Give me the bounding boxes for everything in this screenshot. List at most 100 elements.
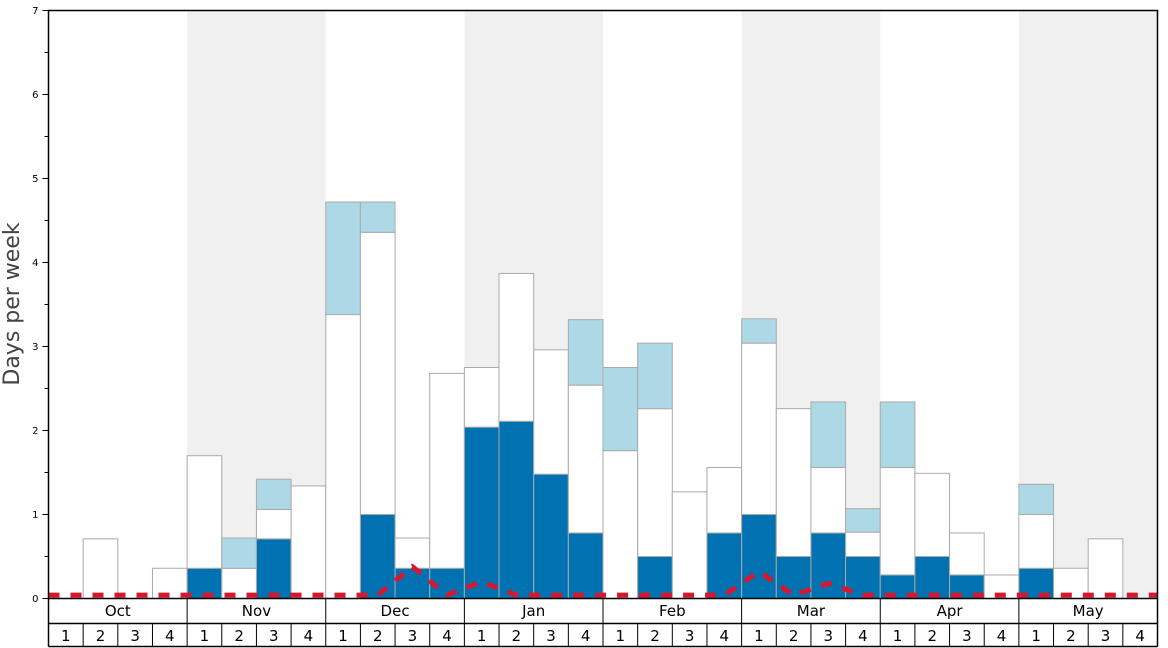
week-label: 2	[234, 627, 244, 645]
y-tick-label: 0	[32, 594, 38, 605]
y-tick-label: 1	[32, 510, 38, 521]
month-label-jan: Jan	[521, 602, 545, 620]
bar-light-29	[1018, 483, 1055, 516]
bar-light-18	[637, 342, 673, 410]
bar-white-23	[810, 466, 847, 534]
week-label: 4	[1135, 627, 1145, 645]
week-label: 2	[373, 627, 383, 645]
bar-white-5	[186, 455, 223, 569]
week-label: 3	[546, 627, 556, 645]
bar-light-25	[879, 401, 916, 468]
x-axis: Oct 1 2 3 4 Nov 1 2 3 4 Dec 1 2 3 4 Jan 1 2 3 4 Feb 1 2 3 4 Mar 1 2…	[47, 598, 1159, 648]
bar-white-25	[879, 466, 916, 576]
bar-light-7	[255, 478, 292, 510]
month-label-mar: Mar	[797, 602, 826, 620]
bar-white-27	[949, 532, 985, 576]
bar-white-26	[914, 472, 951, 557]
week-label: 1	[893, 627, 903, 645]
bar-dark-14	[498, 420, 535, 600]
month-label-apr: Apr	[937, 602, 964, 620]
week-label: 1	[200, 627, 210, 645]
week-label: 3	[1101, 627, 1111, 645]
week-label: 2	[1066, 627, 1076, 645]
bar-light-10	[359, 201, 396, 233]
bar-white-16	[567, 384, 604, 534]
bar-white-8	[290, 485, 327, 599]
bar-light-6	[221, 537, 257, 569]
bar-light-9	[325, 201, 361, 316]
bar-white-14	[498, 272, 535, 422]
bar-white-2	[82, 538, 119, 599]
week-label: 1	[61, 627, 71, 645]
week-label: 1	[1031, 627, 1041, 645]
y-axis: 0 1 2 3 4 5 6 7	[32, 6, 49, 605]
bar-light-16	[567, 319, 604, 386]
week-label: 4	[720, 627, 730, 645]
bar-white-21	[741, 342, 777, 516]
month-label-feb: Feb	[659, 602, 686, 620]
bar-dark-21	[741, 514, 777, 599]
bar-white-20	[706, 466, 743, 534]
week-label: 4	[304, 627, 314, 645]
week-label: 4	[858, 627, 868, 645]
y-tick-label: 4	[32, 258, 38, 269]
bars	[82, 201, 1124, 600]
bar-white-10	[359, 231, 396, 515]
bar-white-9	[325, 314, 361, 599]
bar-white-19	[671, 491, 708, 600]
week-label: 3	[408, 627, 418, 645]
week-label: 4	[165, 627, 175, 645]
bar-white-29	[1018, 514, 1055, 569]
bar-dark-7	[255, 538, 292, 599]
bar-dark-16	[567, 532, 604, 599]
y-tick-label: 6	[32, 90, 38, 101]
bar-light-24	[845, 508, 881, 533]
bar-white-17	[602, 450, 639, 599]
bar-dark-26	[914, 556, 951, 599]
y-tick-label: 3	[32, 342, 38, 353]
bar-light-21	[741, 318, 777, 344]
month-label-dec: Dec	[381, 602, 410, 620]
week-label: 2	[96, 627, 106, 645]
week-label: 4	[581, 627, 591, 645]
bar-dark-10	[359, 514, 396, 599]
month-label-oct: Oct	[105, 602, 131, 620]
month-label-may: May	[1073, 602, 1104, 620]
month-label-nov: Nov	[242, 602, 271, 620]
bar-white-12	[429, 372, 465, 569]
bar-white-15	[533, 349, 569, 475]
week-label: 3	[269, 627, 279, 645]
y-tick-label: 2	[32, 426, 38, 437]
line-series-path	[48, 564, 1158, 598]
bar-light-17	[602, 367, 639, 452]
y-tick-label: 7	[32, 6, 38, 17]
week-label: 3	[130, 627, 140, 645]
week-label: 2	[789, 627, 799, 645]
plot-frame	[47, 9, 1159, 600]
week-label: 1	[477, 627, 487, 645]
week-label: 4	[997, 627, 1007, 645]
week-label: 2	[512, 627, 522, 645]
week-label: 3	[685, 627, 695, 645]
bar-dark-23	[810, 532, 847, 599]
week-label: 4	[442, 627, 452, 645]
bar-dark-18	[637, 556, 673, 599]
week-label: 1	[616, 627, 626, 645]
y-axis-title: Days per week	[0, 222, 25, 385]
week-label: 1	[754, 627, 764, 645]
week-label: 3	[962, 627, 972, 645]
bar-dark-13	[463, 426, 500, 600]
bar-white-18	[637, 408, 673, 557]
bar-white-13	[463, 367, 500, 428]
bar-dark-11	[394, 567, 431, 600]
bar-dark-15	[533, 473, 569, 599]
week-label: 2	[650, 627, 660, 645]
bar-white-31	[1087, 538, 1124, 599]
bar-white-11	[394, 537, 431, 569]
week-label: 2	[927, 627, 937, 645]
bar-white-24	[845, 531, 881, 558]
bar-white-7	[255, 508, 292, 540]
y-tick-label: 5	[32, 174, 38, 185]
line-series	[48, 564, 1158, 598]
